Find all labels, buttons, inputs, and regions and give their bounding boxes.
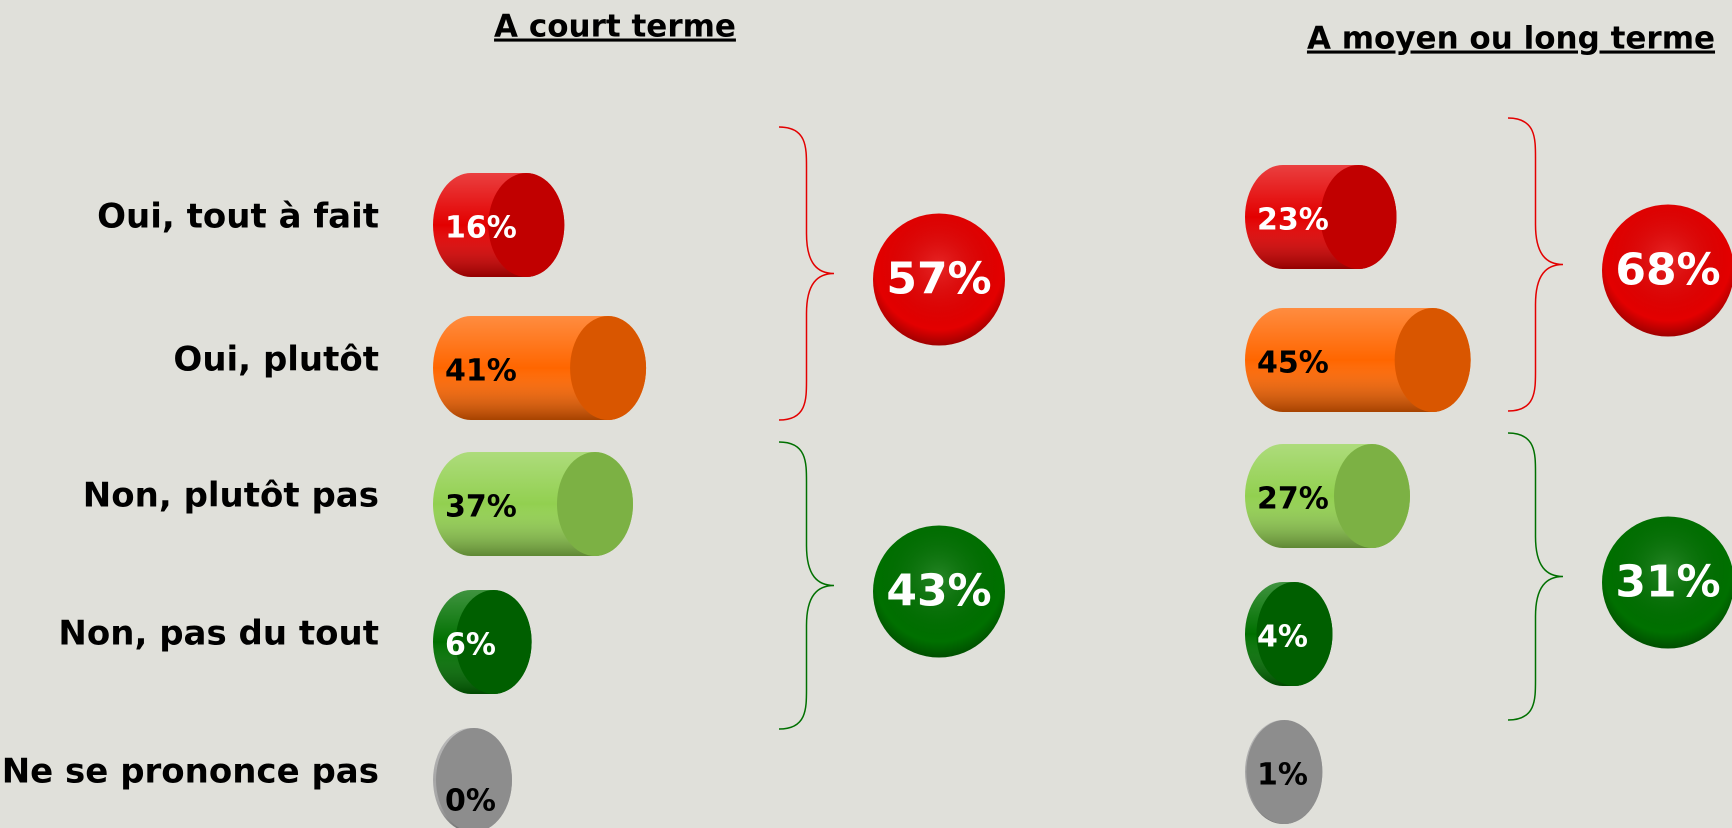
value-label: 45%: [1257, 346, 1329, 381]
total-label: 68%: [1615, 245, 1720, 296]
value-label: 16%: [445, 211, 517, 246]
total-circle-shade: [873, 525, 1005, 658]
bar-cap: [488, 173, 565, 277]
bar-cap: [1320, 165, 1397, 269]
value-label: 27%: [1257, 482, 1329, 517]
category-label: Ne se prononce pas: [2, 752, 379, 792]
category-label: Oui, plutôt: [173, 340, 379, 380]
category-label: Oui, tout à fait: [97, 197, 379, 237]
total-circle-shade: [873, 213, 1005, 346]
bar-cap: [570, 316, 647, 420]
total-label: 31%: [1615, 557, 1720, 608]
value-label: 41%: [445, 354, 517, 389]
brace: [1507, 432, 1564, 721]
value-label: 23%: [1257, 203, 1329, 238]
value-label: 4%: [1257, 620, 1308, 655]
bar-cap-shade: [455, 590, 532, 694]
panel-title: A court terme: [494, 9, 736, 45]
bar-cap-shade: [570, 316, 647, 420]
value-label: 6%: [445, 628, 496, 663]
value-label: 1%: [1257, 758, 1308, 793]
bar-cap: [1256, 582, 1333, 686]
panel-title: A moyen ou long terme: [1307, 21, 1715, 57]
bar-cap: [1333, 444, 1410, 548]
bar-cap-shade: [1246, 720, 1323, 824]
bar-cap-shade: [556, 452, 633, 556]
category-label: Non, plutôt pas: [83, 476, 379, 516]
bar-cap-shade: [1256, 582, 1333, 686]
bar-cap-shade: [488, 173, 565, 277]
bar-cap: [556, 452, 633, 556]
bar-cap: [1394, 308, 1471, 412]
value-label: 37%: [445, 490, 517, 525]
brace: [1507, 117, 1564, 412]
total-label: 57%: [886, 254, 991, 305]
value-label: 0%: [445, 784, 496, 819]
bar-cap: [436, 728, 512, 828]
bar-cap-shade: [1394, 308, 1471, 412]
category-label: Non, pas du tout: [58, 614, 379, 654]
bar-cap-shade: [1333, 444, 1410, 548]
brace: [778, 126, 835, 421]
bar-cap-shade: [436, 728, 512, 828]
bar-cap-shade: [1320, 165, 1397, 269]
bar-cap: [1246, 720, 1323, 824]
total-circle-shade: [1602, 204, 1732, 337]
brace: [778, 441, 835, 730]
total-label: 43%: [886, 566, 991, 617]
bar-cap: [455, 590, 532, 694]
total-circle-shade: [1602, 516, 1732, 649]
